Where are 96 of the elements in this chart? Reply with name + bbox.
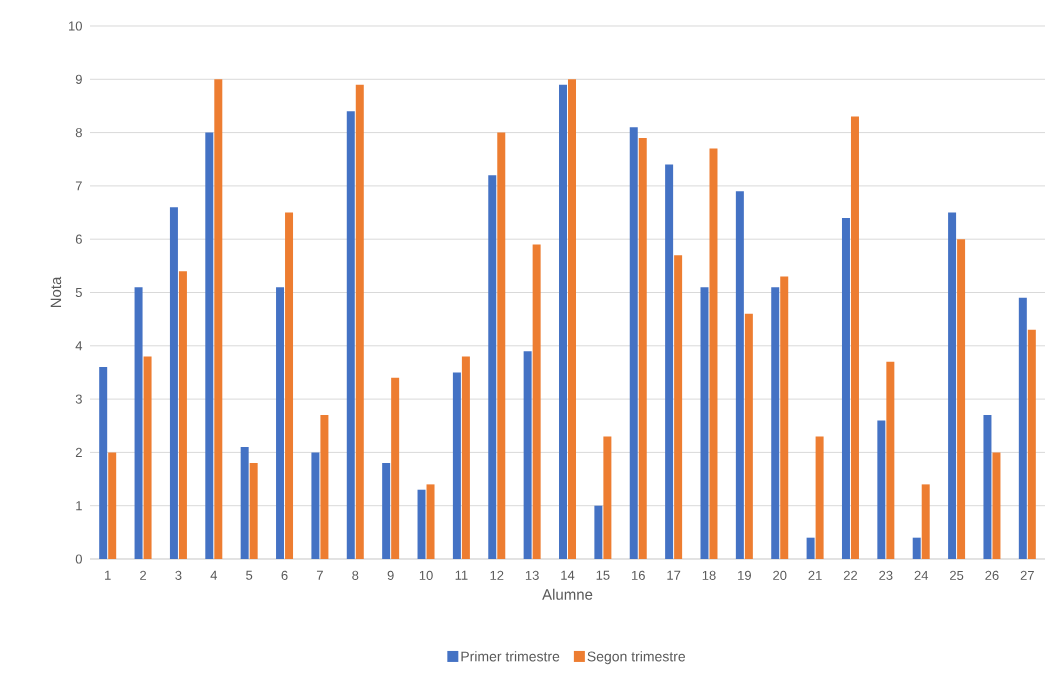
bar (240, 447, 249, 559)
bar (134, 287, 143, 559)
x-tick-label: 11 (455, 570, 468, 580)
bar (382, 463, 391, 559)
x-tick-label: 9 (387, 570, 394, 580)
x-tick-label: 2 (140, 570, 147, 580)
x-tick-label: 27 (1020, 570, 1034, 580)
x-tick-label: 22 (843, 570, 858, 580)
bar (391, 377, 400, 559)
bar (886, 361, 895, 559)
bar (426, 484, 435, 559)
x-tick-label: 25 (950, 570, 964, 580)
x-tick-label: 5 (246, 570, 253, 580)
bar (1018, 297, 1027, 559)
bar (638, 137, 647, 559)
bar (276, 287, 285, 559)
bar (983, 415, 992, 559)
x-tick-label: 20 (773, 570, 787, 580)
y-tick-label: 1 (76, 501, 82, 511)
x-tick-label: 14 (561, 570, 575, 580)
bar (806, 537, 815, 559)
x-tick-label: 15 (596, 570, 610, 580)
x-axis-title: Alumne (542, 588, 593, 600)
bar (311, 452, 320, 559)
x-tick-label: 10 (419, 570, 433, 580)
y-tick-label: 4 (75, 341, 83, 351)
bar (461, 356, 470, 559)
bar (771, 287, 780, 559)
bar (957, 239, 966, 559)
bar (815, 436, 824, 559)
bar (912, 537, 921, 559)
y-tick-label: 2 (75, 447, 82, 457)
x-tick-label: 24 (914, 570, 929, 580)
y-tick-label: 7 (75, 181, 82, 191)
legend-label: Primer trimestre (461, 651, 560, 662)
bar (603, 436, 612, 559)
bar (178, 271, 187, 559)
x-tick-label: 4 (210, 570, 218, 580)
x-tick-label: 18 (702, 570, 716, 580)
bar (568, 79, 577, 559)
y-tick-label: 10 (69, 21, 82, 31)
bar (355, 84, 364, 559)
x-tick-label: 12 (490, 570, 504, 580)
x-tick-label: 13 (525, 570, 539, 580)
bar (877, 420, 886, 559)
bar (488, 175, 497, 559)
bar (1027, 329, 1036, 559)
bar (992, 452, 1001, 559)
bar (700, 287, 709, 559)
x-tick-label: 1 (105, 570, 111, 580)
bar (780, 276, 789, 559)
bar (417, 489, 426, 559)
legend-label: Segon trimestre (587, 651, 686, 665)
bar (320, 415, 329, 559)
bar (452, 372, 461, 559)
bar (948, 212, 957, 559)
bar (850, 116, 859, 559)
bar (532, 244, 541, 559)
y-tick-label: 5 (75, 287, 82, 298)
x-tick-label: 8 (352, 570, 359, 580)
bar (559, 84, 568, 559)
y-tick-label: 9 (75, 74, 82, 84)
x-tick-label: 16 (632, 570, 645, 580)
bar (921, 484, 930, 559)
x-tick-label: 3 (175, 570, 182, 580)
bar (735, 191, 744, 559)
bar (285, 212, 294, 559)
x-tick-label: 6 (281, 570, 288, 580)
y-tick-label: 6 (75, 234, 82, 244)
bar (674, 255, 683, 559)
x-tick-label: 19 (738, 570, 751, 580)
x-tick-label: 21 (808, 570, 822, 580)
y-axis-title: Nota (50, 276, 62, 308)
x-tick-label: 23 (879, 570, 893, 580)
bar (214, 79, 223, 559)
bar (169, 207, 178, 559)
bar (108, 452, 117, 559)
y-tick-label: 3 (75, 394, 82, 404)
bar (249, 463, 258, 559)
y-tick-label: 8 (75, 127, 82, 138)
bar (841, 217, 850, 559)
y-tick-label: 0 (75, 554, 82, 564)
bar (497, 132, 506, 559)
x-tick-label: 7 (316, 570, 323, 580)
bar (665, 164, 674, 559)
bar (99, 367, 108, 559)
x-tick-label: 26 (985, 570, 999, 580)
bar (629, 127, 638, 559)
bar (744, 313, 753, 559)
x-tick-label: 17 (667, 570, 681, 580)
bar (346, 111, 355, 559)
bar (594, 505, 603, 559)
bar (523, 351, 532, 559)
bar (205, 132, 214, 559)
bar (143, 356, 152, 559)
bar (709, 148, 718, 559)
